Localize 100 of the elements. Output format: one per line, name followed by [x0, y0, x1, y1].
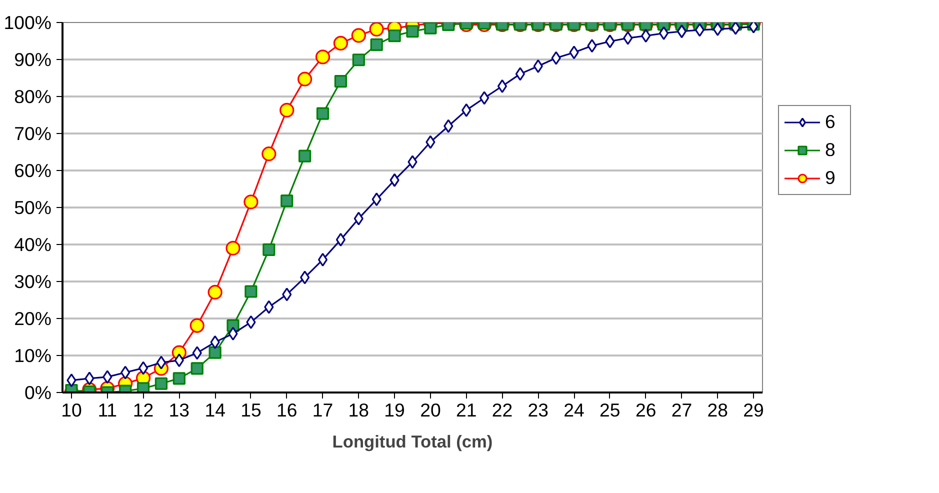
- point: [658, 26, 669, 40]
- x-tick-label: 27: [671, 400, 692, 420]
- point: [351, 28, 366, 43]
- y-tick-label: 70%: [14, 123, 52, 144]
- point: [315, 50, 330, 64]
- x-tick-label: 18: [348, 400, 370, 420]
- point: [280, 102, 294, 118]
- point: [244, 285, 258, 298]
- point: [515, 67, 525, 81]
- x-tick-label: 25: [600, 400, 620, 420]
- point: [462, 103, 472, 117]
- point: [298, 72, 312, 86]
- point: [138, 361, 148, 375]
- point: [388, 30, 401, 42]
- point: [120, 366, 130, 380]
- point: [172, 372, 186, 385]
- point: [298, 150, 312, 162]
- x-tick-label: 28: [707, 400, 728, 420]
- x-tick-label: 21: [456, 400, 477, 420]
- x-tick-label: 23: [528, 400, 549, 420]
- point: [244, 194, 258, 210]
- point: [354, 212, 364, 226]
- point: [280, 194, 294, 208]
- point: [262, 146, 276, 162]
- point: [444, 119, 454, 133]
- x-tick-label: 29: [743, 400, 764, 420]
- point: [156, 356, 166, 370]
- point: [748, 22, 758, 34]
- point: [390, 173, 400, 187]
- x-tick-label: 12: [132, 400, 154, 420]
- y-tick-label: 10%: [14, 345, 52, 366]
- x-tick-label: 19: [384, 400, 405, 420]
- y-tick-label: 60%: [14, 160, 52, 181]
- point: [246, 315, 256, 329]
- point: [282, 288, 292, 302]
- point: [352, 54, 365, 66]
- point: [318, 252, 328, 266]
- point: [694, 23, 704, 37]
- point: [154, 377, 168, 390]
- point: [605, 34, 615, 48]
- point: [228, 326, 238, 340]
- x-tick-label: 24: [564, 400, 584, 420]
- point: [174, 354, 184, 368]
- x-tick-label: 16: [276, 400, 298, 420]
- legend-label: 6: [825, 111, 836, 133]
- x-tick-label: 11: [98, 400, 118, 420]
- point: [226, 240, 240, 256]
- y-tick-label: 30%: [14, 271, 52, 292]
- point: [497, 79, 508, 93]
- x-tick-label: 22: [492, 400, 513, 420]
- x-tick-label: 14: [204, 400, 226, 420]
- point: [641, 29, 651, 43]
- x-tick-label: 10: [61, 400, 82, 420]
- point: [551, 51, 561, 65]
- point: [676, 24, 687, 38]
- y-tick-label: 50%: [14, 197, 52, 218]
- point: [533, 59, 543, 73]
- point: [208, 346, 222, 359]
- y-tick-label: 90%: [14, 49, 52, 70]
- point: [587, 39, 597, 53]
- y-tick-label: 20%: [14, 308, 52, 329]
- point: [569, 46, 579, 60]
- point: [406, 25, 419, 38]
- point: [102, 370, 112, 384]
- x-tick-label: 17: [312, 400, 334, 420]
- point: [424, 22, 437, 34]
- point: [336, 232, 346, 246]
- y-tick-label: 0%: [24, 382, 52, 403]
- point: [370, 38, 383, 51]
- legend-label: 8: [825, 139, 836, 161]
- point: [192, 346, 202, 360]
- point: [210, 335, 220, 349]
- y-tick-label: 40%: [14, 234, 52, 255]
- x-tick-label: 13: [168, 400, 190, 420]
- point: [369, 22, 384, 36]
- point: [623, 31, 633, 45]
- point: [730, 22, 740, 35]
- x-tick-label: 15: [240, 400, 262, 420]
- point: [262, 243, 276, 256]
- point: [426, 135, 436, 149]
- point: [408, 155, 418, 169]
- x-axis-title: Longitud Total (cm): [332, 432, 493, 452]
- point: [372, 192, 382, 206]
- point: [712, 22, 722, 36]
- point: [84, 372, 94, 386]
- point: [333, 36, 348, 51]
- point: [208, 284, 222, 300]
- point: [479, 91, 490, 105]
- x-tick-label: 20: [420, 400, 441, 420]
- x-tick-label: 26: [635, 400, 656, 420]
- point: [136, 382, 150, 392]
- y-tick-label: 80%: [14, 86, 52, 107]
- point: [300, 270, 310, 284]
- point: [316, 107, 330, 120]
- legend-label: 9: [825, 167, 836, 189]
- point: [190, 362, 204, 375]
- point: [264, 300, 274, 314]
- point: [334, 75, 348, 88]
- point: [190, 318, 204, 333]
- y-tick-label: 100%: [4, 12, 52, 33]
